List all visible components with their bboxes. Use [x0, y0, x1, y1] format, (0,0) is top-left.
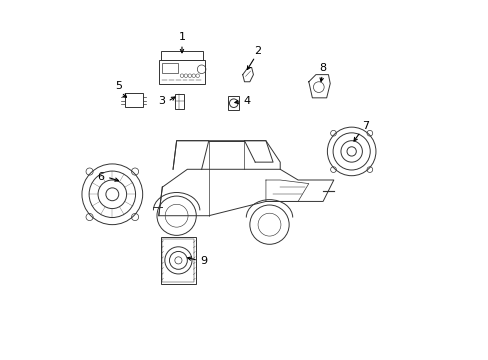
Text: 9: 9 [200, 256, 207, 266]
Text: 7: 7 [361, 121, 368, 131]
Text: 1: 1 [178, 32, 185, 42]
Bar [159, 60, 205, 84]
Text: 4: 4 [244, 96, 250, 107]
Bar [160, 51, 203, 60]
Text: 6: 6 [97, 172, 104, 182]
Text: 5: 5 [115, 81, 122, 91]
Bar [162, 239, 194, 282]
Text: 2: 2 [253, 46, 261, 56]
Text: 3: 3 [158, 96, 165, 107]
Bar [160, 237, 196, 284]
Text: 8: 8 [318, 63, 325, 73]
Bar [175, 94, 183, 109]
Bar [228, 96, 239, 111]
Bar [124, 93, 142, 107]
Bar [162, 63, 178, 73]
